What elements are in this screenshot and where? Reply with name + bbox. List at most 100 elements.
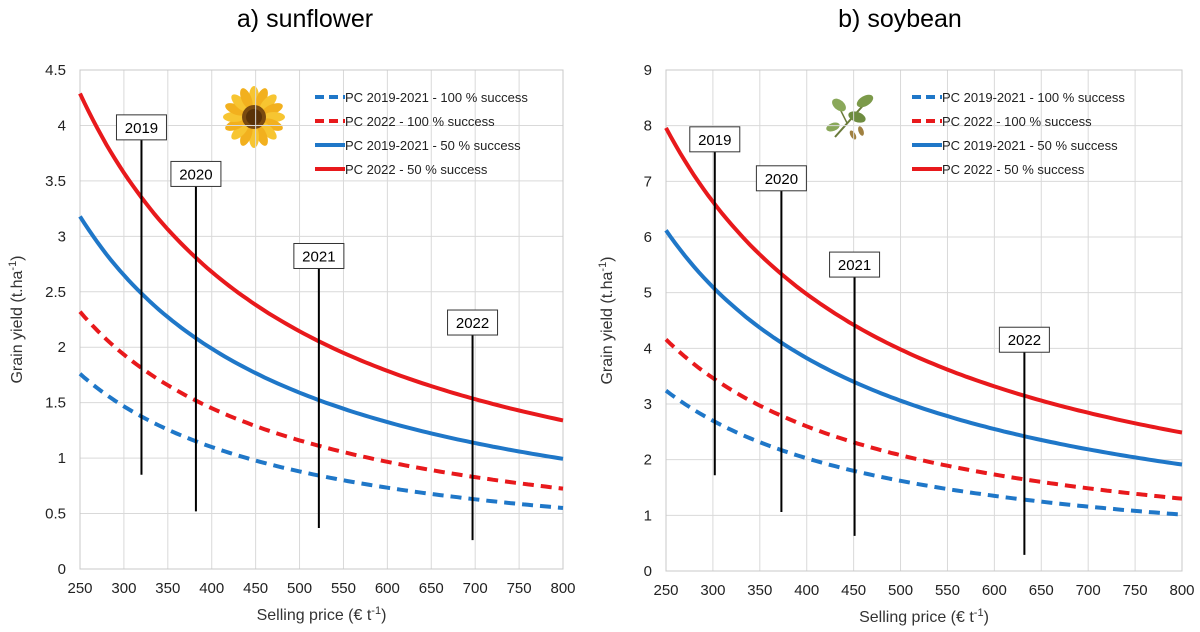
y-tick-label: 0.5 [45, 506, 66, 523]
y-tick-label: 2.5 [45, 284, 66, 301]
year-marker-label: 2019 [125, 120, 158, 137]
year-marker-box [829, 251, 881, 278]
legend-label-0: PC 2019-2021 - 100 % success [345, 90, 528, 105]
x-tick-label: 350 [155, 580, 180, 597]
panel-title-sunflower: a) sunflower [237, 5, 373, 33]
series-line-2 [664, 229, 1183, 467]
y-axis-label-text: Grain yield (t.ha [9, 270, 26, 383]
x-tick-label: 550 [331, 580, 356, 597]
x-tick-label: 800 [550, 580, 575, 597]
year-marker-2021: 2021 [829, 251, 881, 536]
y-axis-label-sup: -1 [7, 261, 19, 271]
x-tick-label: 600 [375, 580, 400, 597]
sunflower-petal [255, 88, 268, 109]
x-tick-label: 300 [111, 580, 136, 597]
y-axis-label-end: ) [599, 256, 616, 261]
year-marker-2020: 2020 [170, 160, 222, 512]
y-axis-label: Grain yield (t.ha-1) [7, 255, 26, 383]
y-tick-label: 1.5 [45, 395, 66, 412]
y-axis-label-end: ) [9, 255, 26, 260]
series-group [78, 92, 564, 510]
y-tick-label: 4 [644, 340, 652, 357]
year-marker-2021: 2021 [293, 242, 345, 528]
legend-label-3: PC 2022 - 50 % success [345, 162, 488, 177]
x-axis-label: Selling price (€ t-1) [257, 605, 387, 624]
x-tick-label: 400 [199, 580, 224, 597]
sunflower-petal [259, 94, 277, 112]
x-axis-label-sup: -1 [371, 605, 381, 617]
year-marker-label: 2022 [456, 315, 489, 332]
x-tick-label: 450 [243, 580, 268, 597]
legend: PC 2019-2021 - 100 % success PC 2022 - 10… [315, 90, 528, 177]
series-group [664, 126, 1183, 517]
year-marker-label: 2021 [302, 248, 335, 265]
x-tick-label: 700 [1076, 582, 1101, 599]
y-axis-label: Grain yield (t.ha-1) [597, 256, 616, 384]
x-tick-label: 350 [747, 582, 772, 599]
legend-label-1: PC 2022 - 100 % success [345, 114, 495, 129]
x-axis-label: Selling price (€ t-1) [859, 607, 989, 626]
year-marker-label: 2019 [698, 132, 731, 149]
sunflower-petal [255, 125, 268, 146]
x-axis-label-text: Selling price (€ t [859, 609, 974, 626]
y-tick-label: 9 [644, 62, 652, 79]
x-tick-label: 650 [1029, 582, 1054, 599]
x-tick-label: 550 [935, 582, 960, 599]
year-marker-box [689, 126, 741, 153]
x-tick-label: 700 [463, 580, 488, 597]
year-marker-box [998, 326, 1050, 353]
y-tick-label: 4 [58, 117, 66, 134]
year-marker-box [170, 160, 222, 187]
sunflower-panel: a) sunflower 250 300 350 400 450 500 550 600 650… [7, 5, 576, 624]
plot-area [665, 69, 1183, 572]
y-tick-label: 2 [644, 452, 652, 469]
x-tick-label: 250 [653, 582, 678, 599]
y-tick-label: 1 [58, 450, 66, 467]
year-marker-box [115, 114, 167, 141]
year-marker-2020: 2020 [755, 165, 807, 512]
sunflower-petal [259, 122, 277, 140]
sunflower-petal [240, 88, 253, 109]
y-tick-label: 3 [58, 228, 66, 245]
year-marker-box [293, 242, 345, 269]
year-marker-box [755, 165, 807, 192]
y-axis-label-sup: -1 [597, 262, 609, 272]
sunflower-petal [231, 94, 249, 112]
soybean-plant-icon [826, 94, 874, 140]
sunflower-petal [231, 122, 249, 140]
year-marker-label: 2020 [765, 171, 798, 188]
legend: PC 2019-2021 - 100 % success PC 2022 - 10… [912, 90, 1125, 177]
legend-label-3: PC 2022 - 50 % success [942, 162, 1085, 177]
plot-area [79, 69, 564, 570]
x-tick-label: 400 [794, 582, 819, 599]
x-axis-label-end: ) [984, 609, 989, 626]
x-tick-label: 750 [507, 580, 532, 597]
y-tick-label: 2 [58, 339, 66, 356]
year-marker-box [447, 309, 499, 336]
y-tick-label: 8 [644, 118, 652, 135]
year-marker-label: 2021 [838, 257, 871, 274]
series-line-2 [78, 215, 564, 461]
series-line-3 [78, 92, 564, 423]
legend-label-0: PC 2019-2021 - 100 % success [942, 90, 1125, 105]
y-tick-label: 1 [644, 507, 652, 524]
sunflower-petal [225, 118, 246, 131]
y-tick-label: 5 [644, 285, 652, 302]
x-tick-label: 500 [888, 582, 913, 599]
sunflower-petal [262, 118, 283, 131]
y-tick-label: 3.5 [45, 173, 66, 190]
sunflower-petal [225, 103, 246, 116]
y-axis-label-text: Grain yield (t.ha [599, 271, 616, 384]
y-tick-label: 4.5 [45, 62, 66, 79]
year-marker-2022: 2022 [447, 309, 499, 541]
year-marker-label: 2022 [1008, 332, 1041, 349]
series-line-0 [78, 372, 564, 510]
legend-label-2: PC 2019-2021 - 50 % success [942, 138, 1118, 153]
x-tick-label: 800 [1169, 582, 1194, 599]
year-marker-label: 2020 [179, 166, 212, 183]
panel-title-soybean: b) soybean [838, 5, 962, 33]
series-line-0 [664, 389, 1183, 517]
x-tick-label: 500 [287, 580, 312, 597]
year-marker-2019: 2019 [115, 114, 167, 475]
